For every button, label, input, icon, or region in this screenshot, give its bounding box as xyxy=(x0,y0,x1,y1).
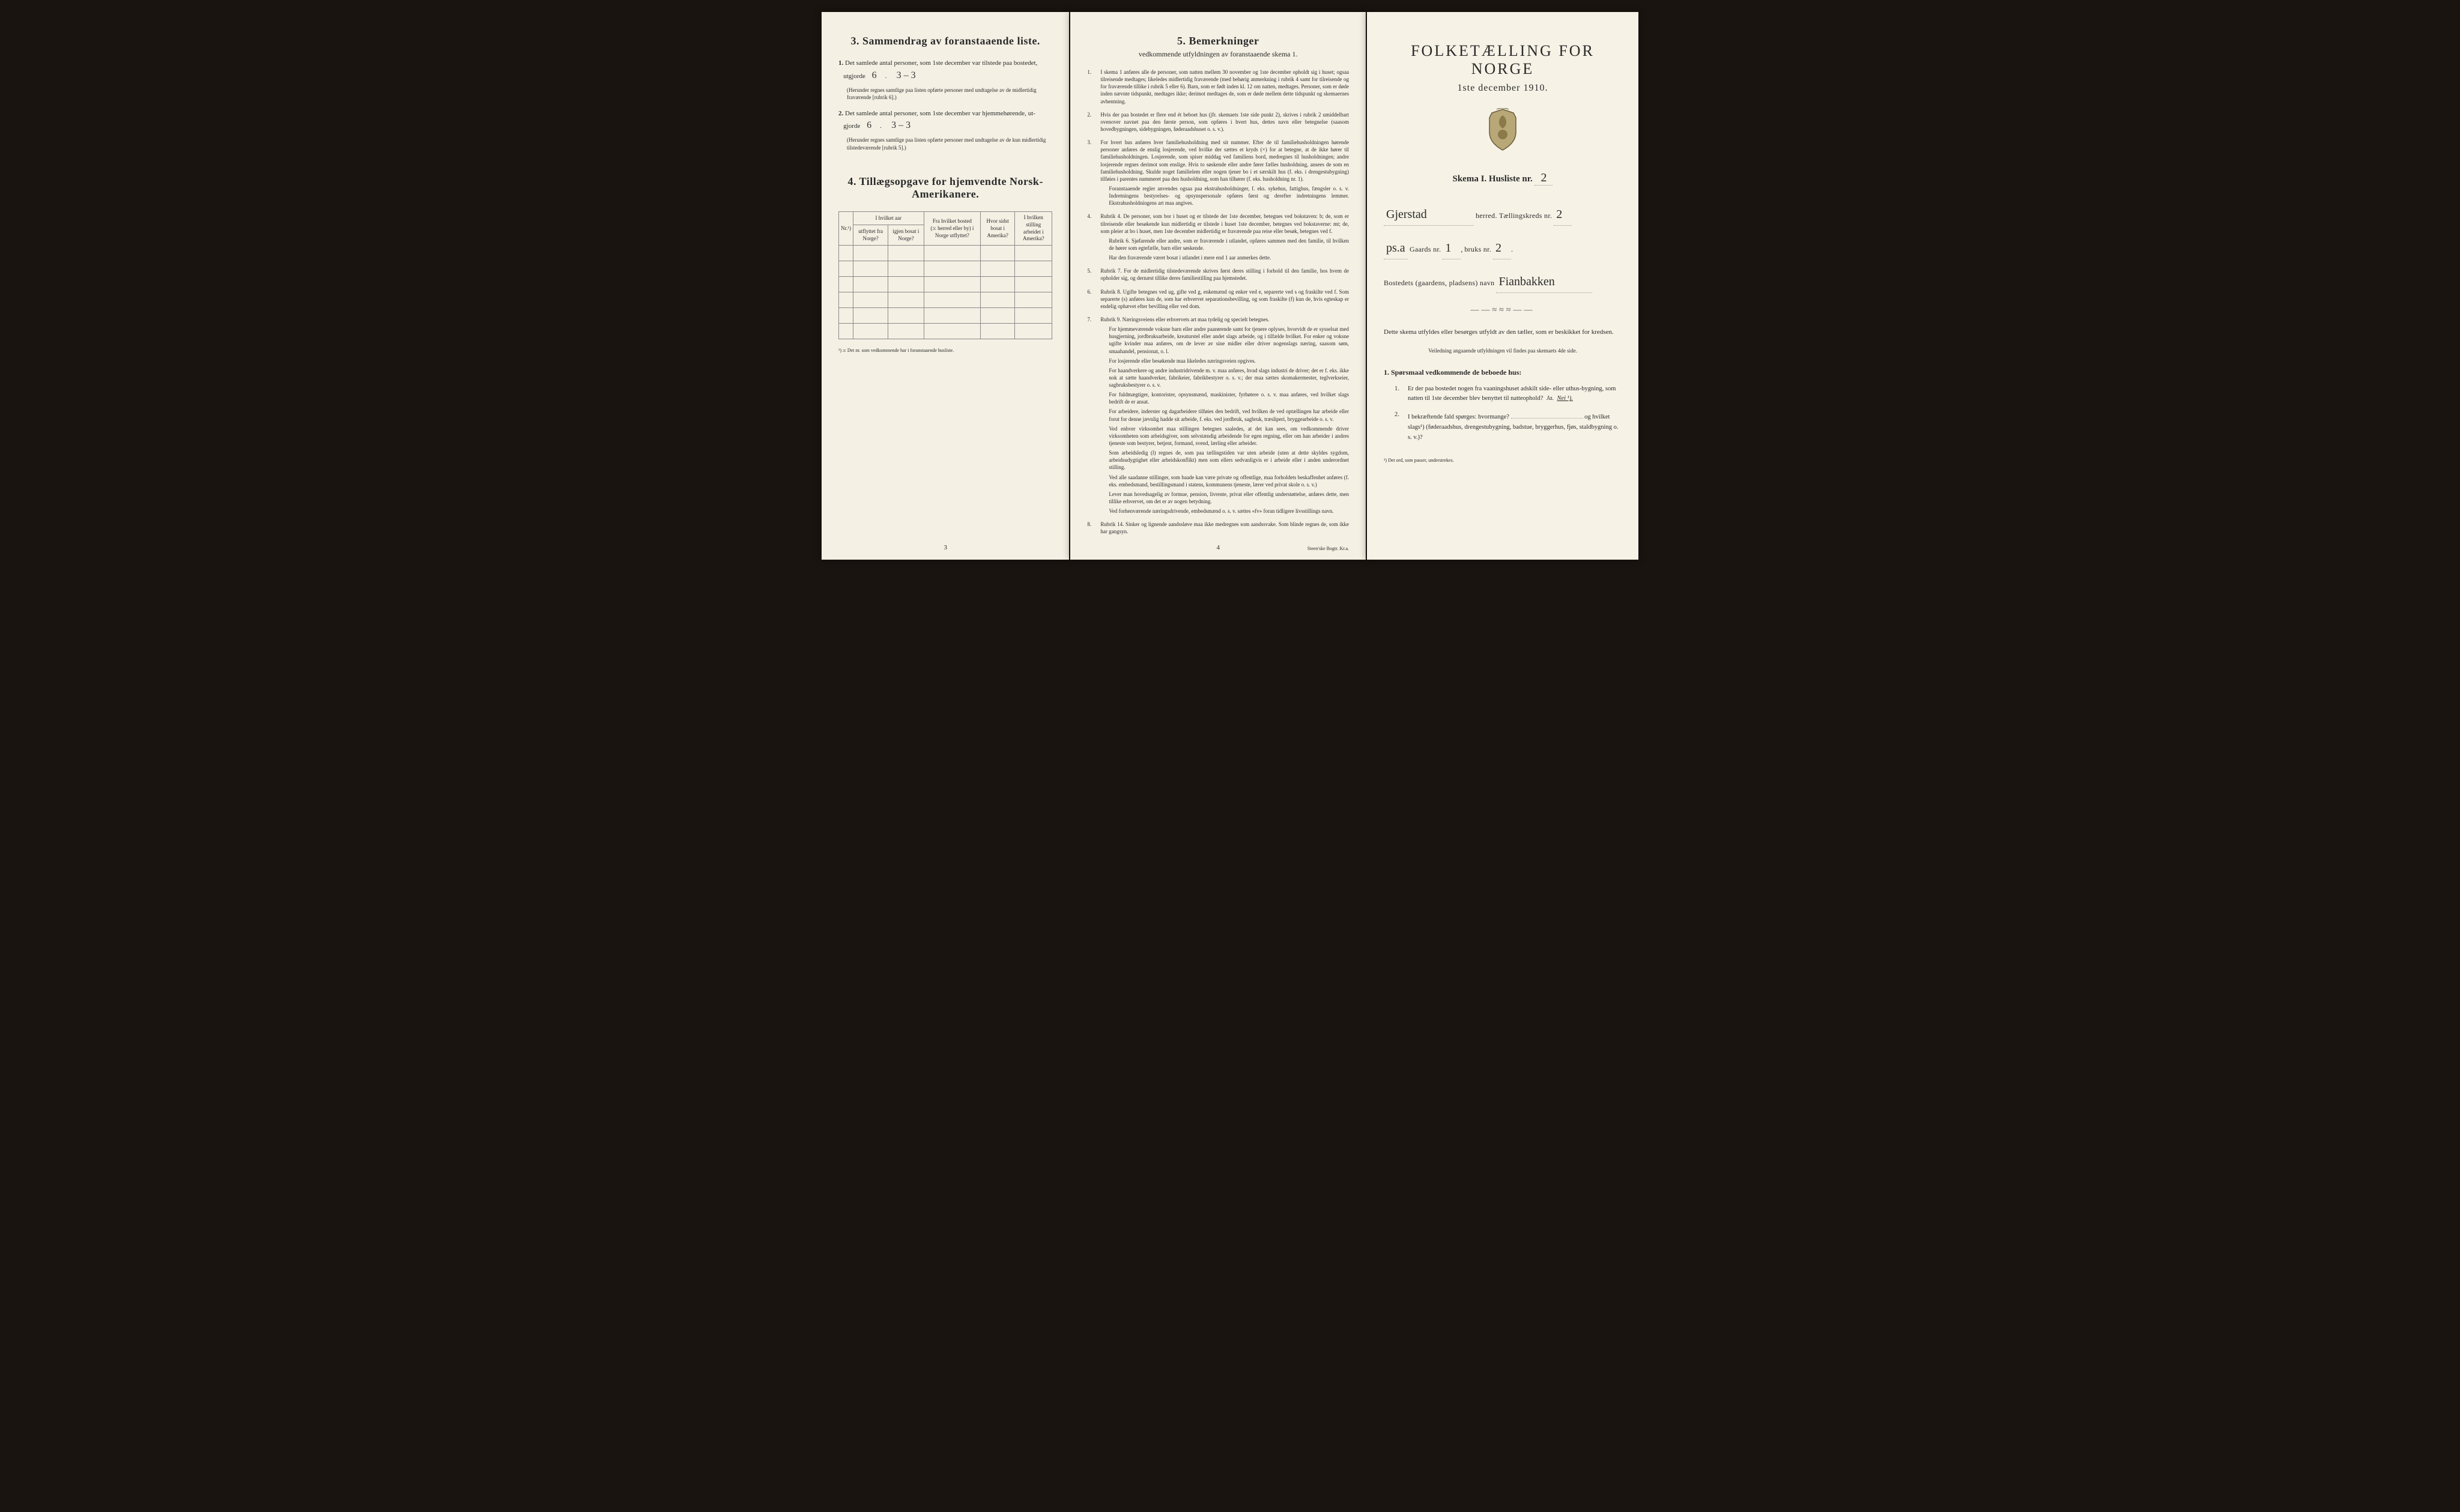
table-row xyxy=(839,246,1052,261)
item-1: 1. Det samlede antal personer, som 1ste … xyxy=(838,58,1052,101)
bosted-line: Bostedets (gaardens, pladsens) navn Fian… xyxy=(1384,271,1622,294)
item-2-note: (Herunder regnes samtlige paa listen opf… xyxy=(847,136,1052,151)
intro-text-1: Dette skema utfyldes eller besørges utfy… xyxy=(1384,327,1622,338)
prefix-value: ps.a xyxy=(1384,237,1408,259)
table-row xyxy=(839,277,1052,292)
remark-5: 5. Rubrik 7. For de midlertidig tilstede… xyxy=(1087,267,1349,282)
coat-of-arms-icon xyxy=(1384,108,1622,154)
remarks-list: 1. I skema 1 anføres alle de personer, s… xyxy=(1087,68,1349,536)
intro-text-2: Veiledning angaaende utfyldningen vil fi… xyxy=(1384,348,1622,354)
emigrant-table: Nr.¹) I hvilket aar Fra hvilket bosted (… xyxy=(838,211,1052,339)
printer-credit: Steen'ske Bogtr. Kr.a. xyxy=(1307,546,1349,551)
col-year-header: I hvilket aar xyxy=(853,212,924,225)
page-3: 3. Sammendrag av foranstaaende liste. 1.… xyxy=(822,12,1069,560)
gaards-nr: 1 xyxy=(1443,237,1461,259)
gaards-line: ps.a Gaards nr. 1, bruks nr. 2. xyxy=(1384,237,1622,260)
kreds-nr: 2 xyxy=(1554,204,1572,226)
item-1-value: 6 xyxy=(867,68,885,83)
remark-6: 6. Rubrik 8. Ugifte betegnes ved ug, gif… xyxy=(1087,288,1349,310)
col-year-out: utflyttet fra Norge? xyxy=(853,225,888,246)
q2-fill xyxy=(1511,410,1583,419)
section-3-title: 3. Sammendrag av foranstaaende liste. xyxy=(838,35,1052,47)
ornament: ——≈≈≈—— xyxy=(1384,306,1622,315)
remark-8: 8. Rubrik 14. Sinker og lignende aandssl… xyxy=(1087,521,1349,535)
herred-label: herred. Tællingskreds nr. xyxy=(1476,211,1552,220)
item-2: 2. Det samlede antal personer, som 1ste … xyxy=(838,109,1052,152)
section-4-title: 4. Tillægsopgave for hjemvendte Norsk-Am… xyxy=(838,175,1052,201)
section-5-title: 5. Bemerkninger xyxy=(1087,35,1349,47)
item-2-label: gjorde xyxy=(843,122,860,130)
question-1: 1. Er der paa bostedet nogen fra vaaning… xyxy=(1395,384,1622,405)
gaards-label: Gaards nr. xyxy=(1410,245,1441,253)
remark-2: 2. Hvis der paa bostedet er flere end ét… xyxy=(1087,111,1349,133)
col-where: Hvor sidst bosat i Amerika? xyxy=(981,212,1015,246)
col-position: I hvilken stilling arbeidet i Amerika? xyxy=(1015,212,1052,246)
q1-num: 1. xyxy=(1395,384,1403,405)
herred-line: Gjerstad herred. Tællingskreds nr. 2 xyxy=(1384,204,1622,226)
q1-ja: Ja. xyxy=(1547,395,1554,402)
skema-label: Skema I. Husliste nr. xyxy=(1453,174,1533,184)
remark-4: 4. Rubrik 4. De personer, som bor i huse… xyxy=(1087,213,1349,261)
col-from: Fra hvilket bosted (ɔ: herred eller by) … xyxy=(924,212,981,246)
table-row xyxy=(839,292,1052,308)
item-2-value: 6 xyxy=(862,118,880,133)
item-2-num: 2. xyxy=(838,110,843,117)
item-2-value2: 3 – 3 xyxy=(886,118,915,133)
census-title: FOLKETÆLLING FOR NORGE xyxy=(1384,42,1622,78)
bruks-nr: 2 xyxy=(1493,237,1511,259)
table-row xyxy=(839,308,1052,324)
remark-7: 7. Rubrik 9. Næringsveiens eller erhverv… xyxy=(1087,316,1349,515)
questions-title: 1. Spørsmaal vedkommende de beboede hus: xyxy=(1384,368,1622,377)
q1-nei: Nei ¹). xyxy=(1557,395,1572,402)
item-2-text: Det samlede antal personer, som 1ste dec… xyxy=(845,110,1035,117)
bruks-label: bruks nr. xyxy=(1464,245,1491,253)
census-date: 1ste december 1910. xyxy=(1384,83,1622,94)
bosted-label: Bostedets (gaardens, pladsens) navn xyxy=(1384,279,1494,287)
col-nr: Nr.¹) xyxy=(839,212,853,246)
emigrant-table-body xyxy=(839,246,1052,339)
item-1-note: (Herunder regnes samtlige paa listen opf… xyxy=(847,86,1052,101)
table-row xyxy=(839,324,1052,339)
husliste-nr: 2 xyxy=(1534,171,1553,186)
item-1-value2: 3 – 3 xyxy=(892,68,921,83)
question-2: 2. I bekræftende fald spørges: hvormange… xyxy=(1395,410,1622,443)
q2-num: 2. xyxy=(1395,410,1403,443)
page-number-3: 3 xyxy=(944,544,947,551)
q2-text: I bekræftende fald spørges: hvormange? xyxy=(1408,414,1509,420)
item-1-num: 1. xyxy=(838,59,843,67)
skema-line: Skema I. Husliste nr. 2 xyxy=(1384,171,1622,186)
remark-1: 1. I skema 1 anføres alle de personer, s… xyxy=(1087,68,1349,105)
item-1-label: utgjorde xyxy=(843,73,865,80)
bosted-value: Fianbakken xyxy=(1496,271,1592,293)
remark-3: 3. For hvert hus anføres hver familiehus… xyxy=(1087,139,1349,207)
table-footnote: ¹) ɔ: Det nr. som vedkommende har i fora… xyxy=(838,348,1052,353)
herred-value: Gjerstad xyxy=(1384,204,1474,226)
page-cover: FOLKETÆLLING FOR NORGE 1ste december 191… xyxy=(1367,12,1638,560)
census-document: 3. Sammendrag av foranstaaende liste. 1.… xyxy=(822,12,1638,560)
page-number-4: 4 xyxy=(1216,544,1220,551)
col-year-back: igjen bosat i Norge? xyxy=(888,225,924,246)
item-1-text: Det samlede antal personer, som 1ste dec… xyxy=(845,59,1037,67)
q1-text: Er der paa bostedet nogen fra vaaningshu… xyxy=(1408,386,1616,402)
table-row xyxy=(839,261,1052,277)
right-footnote: ¹) Det ord, som passer, understrekes. xyxy=(1384,458,1622,463)
page-4: 5. Bemerkninger vedkommende utfyldningen… xyxy=(1070,12,1366,560)
section-5-sub: vedkommende utfyldningen av foranstaaend… xyxy=(1087,50,1349,59)
